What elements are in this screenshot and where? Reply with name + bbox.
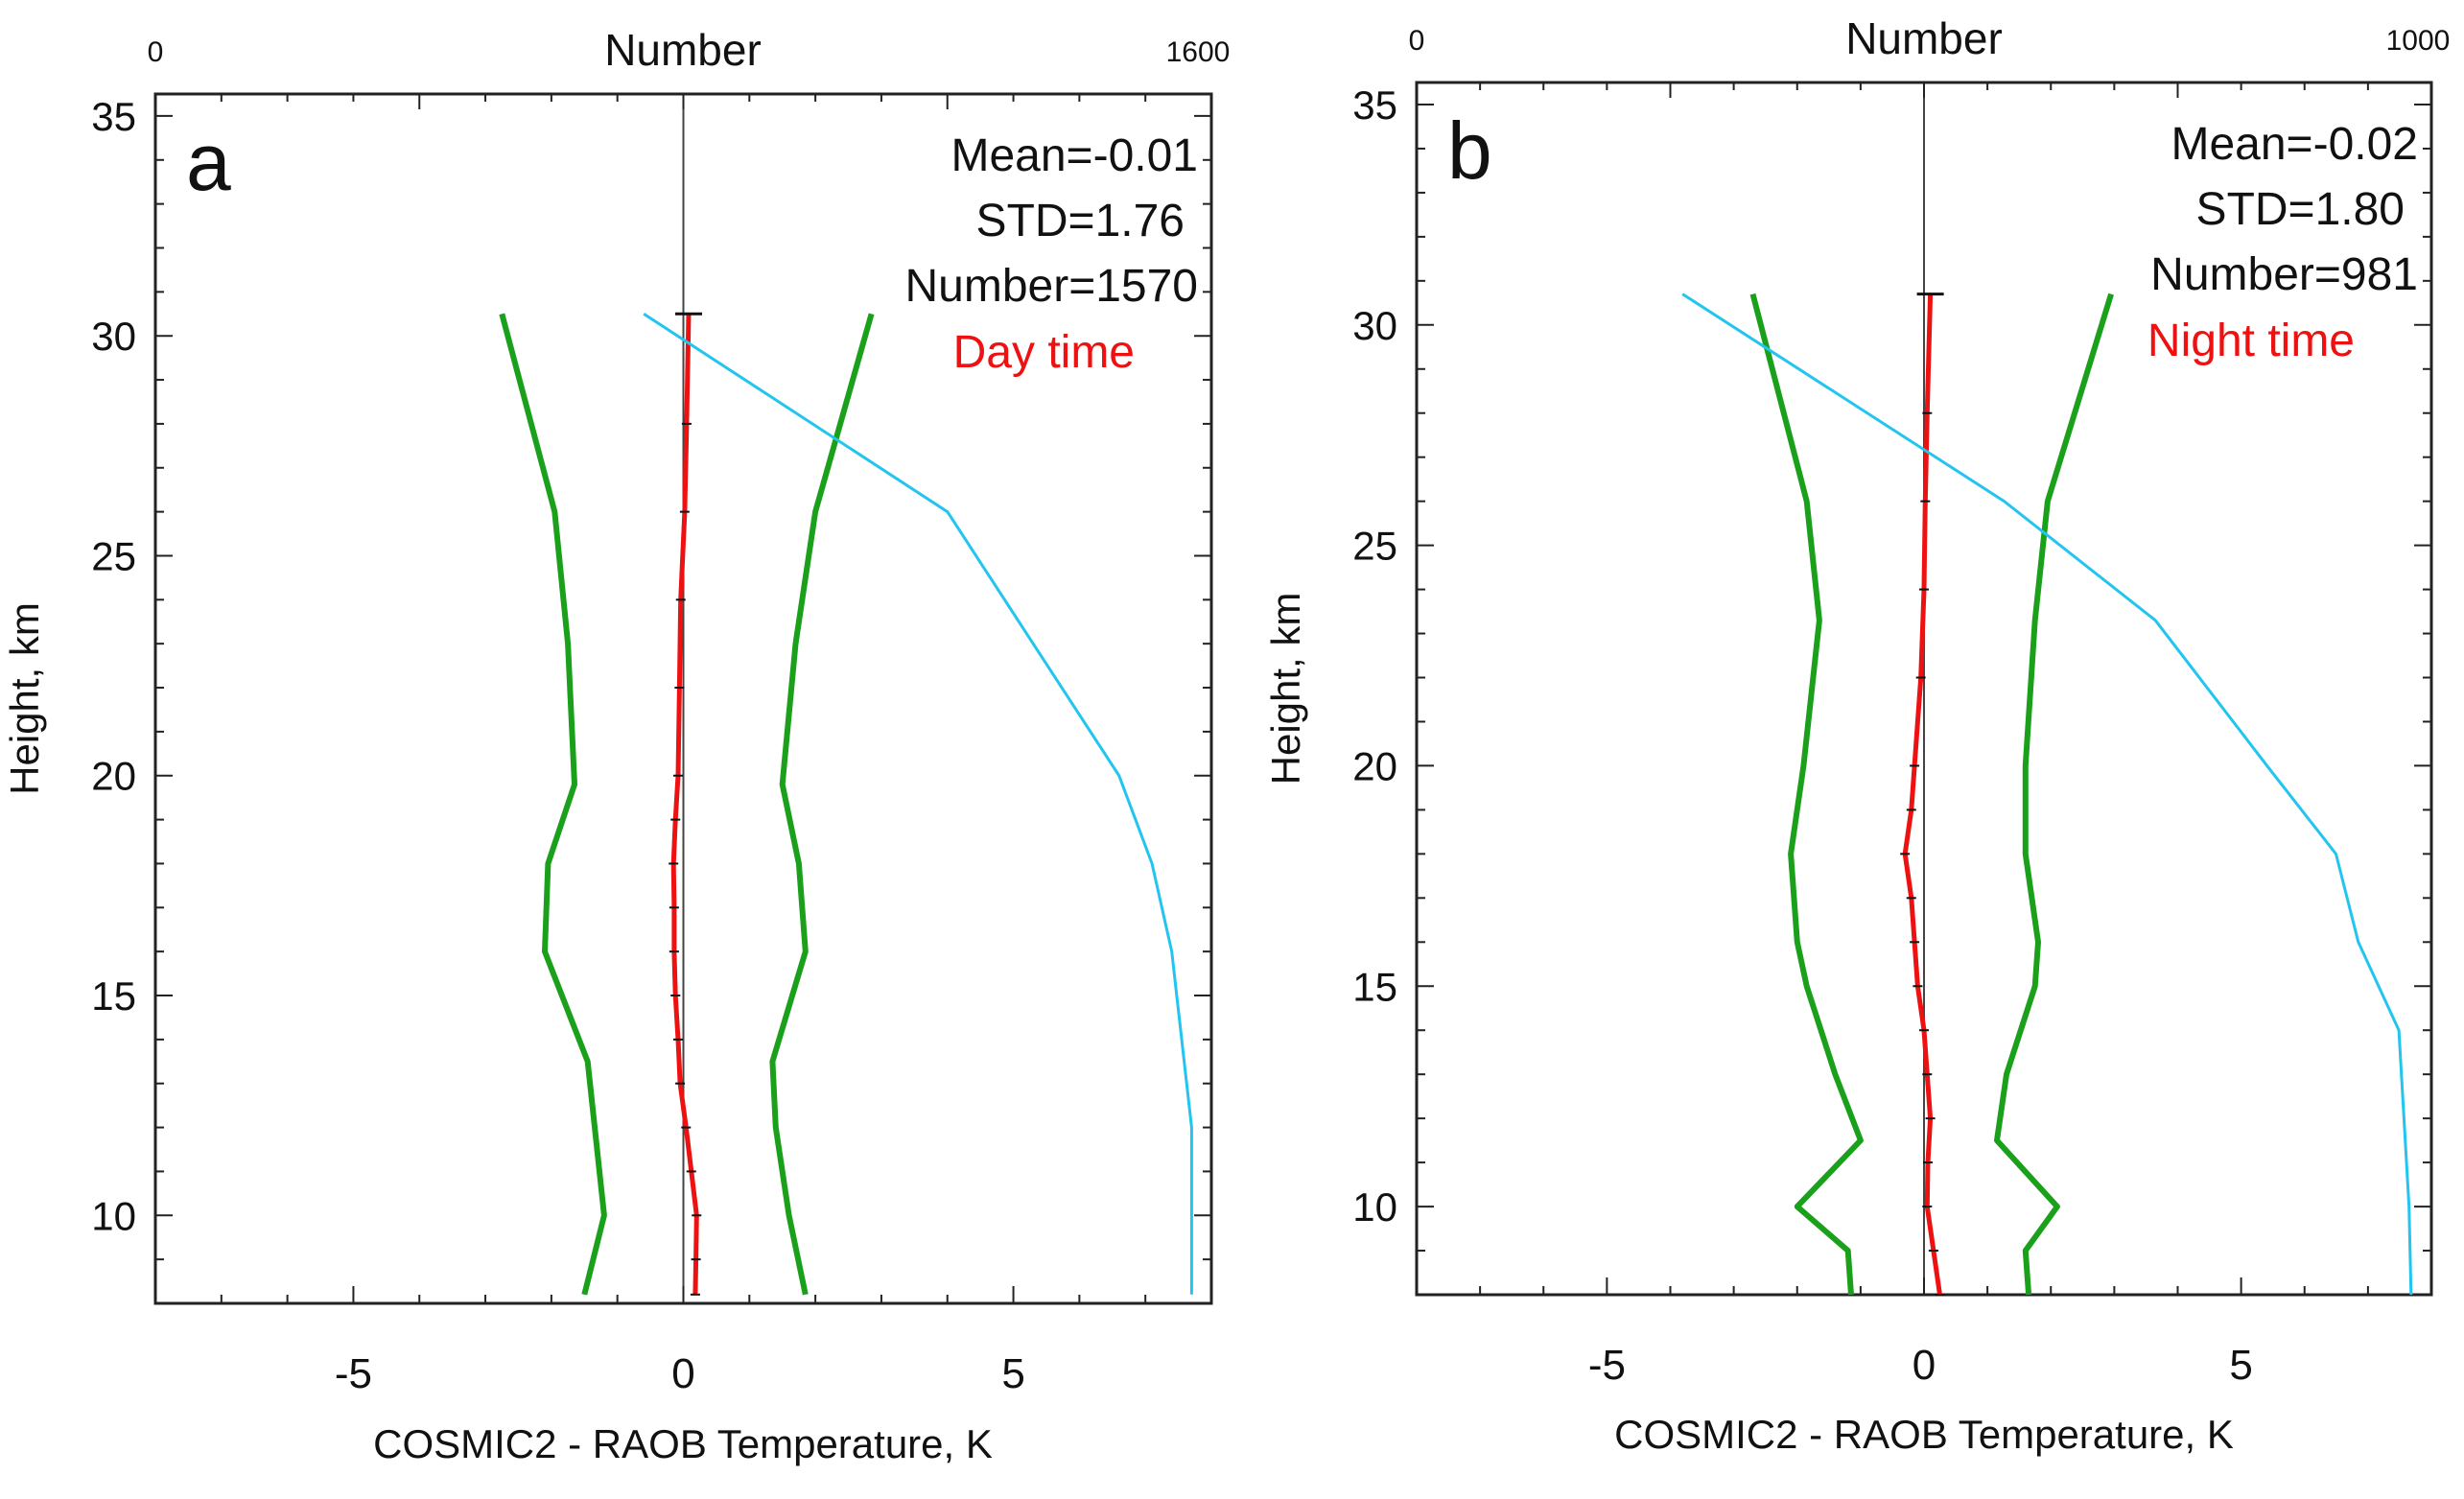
top-tick-label: 0 xyxy=(148,36,164,68)
std-upper-line xyxy=(769,313,875,1296)
y-axis-label: Height, km xyxy=(2,602,47,795)
y-tick-label: 10 xyxy=(91,1193,136,1238)
y-tick-label: 30 xyxy=(1352,303,1397,348)
x-tick-label: -5 xyxy=(335,1350,372,1397)
top-tick-label: 1000 xyxy=(2386,25,2451,57)
y-tick-label: 35 xyxy=(91,94,136,139)
y-tick-label: 35 xyxy=(1352,82,1397,128)
std-lower-line xyxy=(499,313,607,1296)
x-tick-label: 0 xyxy=(671,1350,694,1397)
top-tick-label: 0 xyxy=(1409,25,1425,57)
x-tick-label: 5 xyxy=(2229,1342,2252,1389)
x-axis-label: COSMIC2 - RAOB Temperature, K xyxy=(1614,1412,2234,1457)
y-tick-label: 25 xyxy=(1352,524,1397,569)
stat-period: Day time xyxy=(953,327,1135,378)
x-axis-label: COSMIC2 - RAOB Temperature, K xyxy=(373,1421,993,1466)
std-lower-line xyxy=(1749,293,1864,1296)
stat-mean: Mean=-0.02 xyxy=(2171,119,2418,170)
x-tick-label: 0 xyxy=(1913,1342,1936,1389)
top-axis-label: Number xyxy=(1845,13,2003,63)
panel-b: -5 0 5 0 1000 Number 10 15 20 25 30 35 COSMIC2 - RAO… xyxy=(1263,13,2450,1457)
y-axis-label: Height, km xyxy=(1263,593,1308,785)
top-axis-label: Number xyxy=(604,25,762,75)
mean-bias-line xyxy=(670,314,699,1295)
y-tick-label: 30 xyxy=(91,314,136,359)
number-series-line xyxy=(643,313,1193,1295)
y-tick-label: 20 xyxy=(1352,743,1397,788)
x-tick-label: 5 xyxy=(1001,1350,1024,1397)
mean-bias-line xyxy=(1902,293,1942,1296)
y-tick-label: 25 xyxy=(91,533,136,578)
stat-number: Number=1570 xyxy=(904,261,1198,312)
x-tick-label: -5 xyxy=(1588,1342,1626,1389)
y-tick-label: 20 xyxy=(91,754,136,799)
y-tick-label: 10 xyxy=(1352,1184,1397,1230)
panel-label: b xyxy=(1447,105,1492,196)
stat-mean: Mean=-0.01 xyxy=(950,130,1198,181)
stat-std: STD=1.80 xyxy=(2196,184,2405,235)
panel-label: a xyxy=(186,117,231,207)
y-tick-label: 15 xyxy=(1352,964,1397,1009)
stat-std: STD=1.76 xyxy=(976,196,1185,246)
stat-number: Number=981 xyxy=(2150,249,2418,300)
number-series-line xyxy=(1681,293,2413,1296)
stat-period: Night time xyxy=(2147,316,2355,366)
top-tick-label: 1600 xyxy=(1166,36,1231,68)
std-upper-line xyxy=(1994,293,2114,1296)
panel-a: -5 0 5 0 1600 Number 10 15 20 25 30 35 COSMIC2 - RAO… xyxy=(2,25,1230,1466)
y-tick-label: 15 xyxy=(91,973,136,1019)
